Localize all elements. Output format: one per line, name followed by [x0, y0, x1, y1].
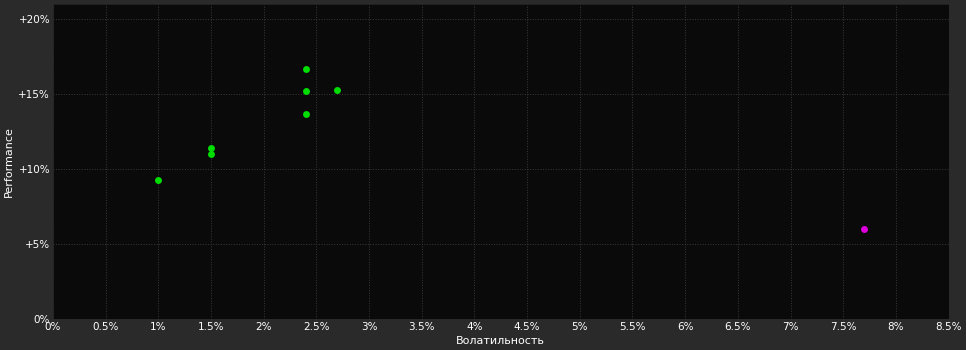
Point [298, 88, 314, 94]
Point [203, 145, 218, 151]
X-axis label: Волатильность: Волатильность [456, 336, 545, 346]
Point [151, 177, 166, 182]
Point [857, 226, 872, 232]
Point [298, 66, 314, 71]
Y-axis label: Performance: Performance [4, 126, 14, 197]
Point [329, 87, 345, 92]
Point [298, 111, 314, 116]
Point [203, 151, 218, 157]
